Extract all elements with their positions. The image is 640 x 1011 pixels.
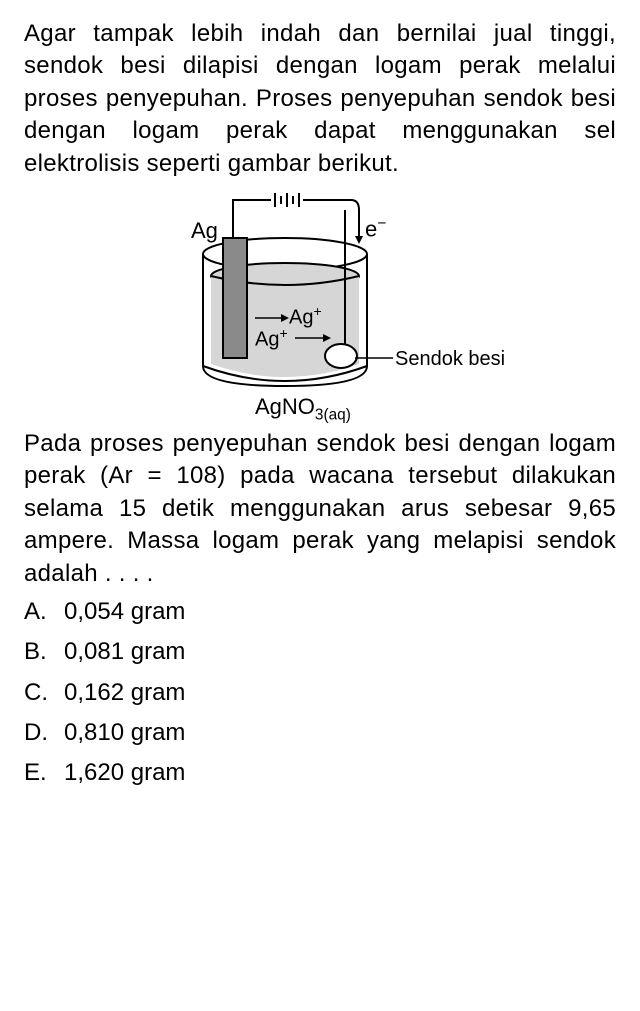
agplus1-base: Ag [289, 307, 313, 329]
option-e: E. 1,620 gram [24, 757, 616, 789]
agplus2-base: Ag [255, 329, 279, 351]
option-d: D. 0,810 gram [24, 717, 616, 749]
agplus2-sup: + [279, 325, 287, 341]
paragraph-1: Agar tampak lebih indah dan bernilai jua… [24, 18, 616, 180]
option-letter: D. [24, 717, 64, 749]
label-sendok-besi: Sendok besi [395, 346, 505, 373]
paragraph-2: Pada proses penyepuhan sendok besi denga… [24, 428, 616, 590]
label-agplus-2: Ag+ [255, 324, 288, 354]
option-a: A. 0,054 gram [24, 596, 616, 628]
electrolysis-diagram: Ag e− Ag+ Ag+ Sendok besi AgNO3(aq) [155, 186, 485, 424]
option-letter: B. [24, 636, 64, 668]
option-text: 0,810 gram [64, 717, 616, 749]
label-electron: e− [365, 214, 386, 244]
options-list: A. 0,054 gram B. 0,081 gram C. 0,162 gra… [24, 596, 616, 790]
option-c: C. 0,162 gram [24, 677, 616, 709]
label-ag-anode: Ag [191, 216, 218, 246]
option-text: 0,162 gram [64, 677, 616, 709]
diagram-container: Ag e− Ag+ Ag+ Sendok besi AgNO3(aq) [24, 186, 616, 424]
option-text: 0,081 gram [64, 636, 616, 668]
option-letter: C. [24, 677, 64, 709]
label-e-sup: − [377, 215, 386, 232]
option-text: 0,054 gram [64, 596, 616, 628]
formula-sub: 3(aq) [315, 406, 351, 423]
option-b: B. 0,081 gram [24, 636, 616, 668]
label-agplus-1: Ag+ [289, 302, 322, 332]
agplus1-sup: + [313, 303, 321, 319]
option-letter: A. [24, 596, 64, 628]
formula-main: AgNO [255, 394, 315, 419]
option-text: 1,620 gram [64, 757, 616, 789]
label-formula: AgNO3(aq) [255, 392, 351, 426]
label-e-base: e [365, 216, 377, 241]
option-letter: E. [24, 757, 64, 789]
